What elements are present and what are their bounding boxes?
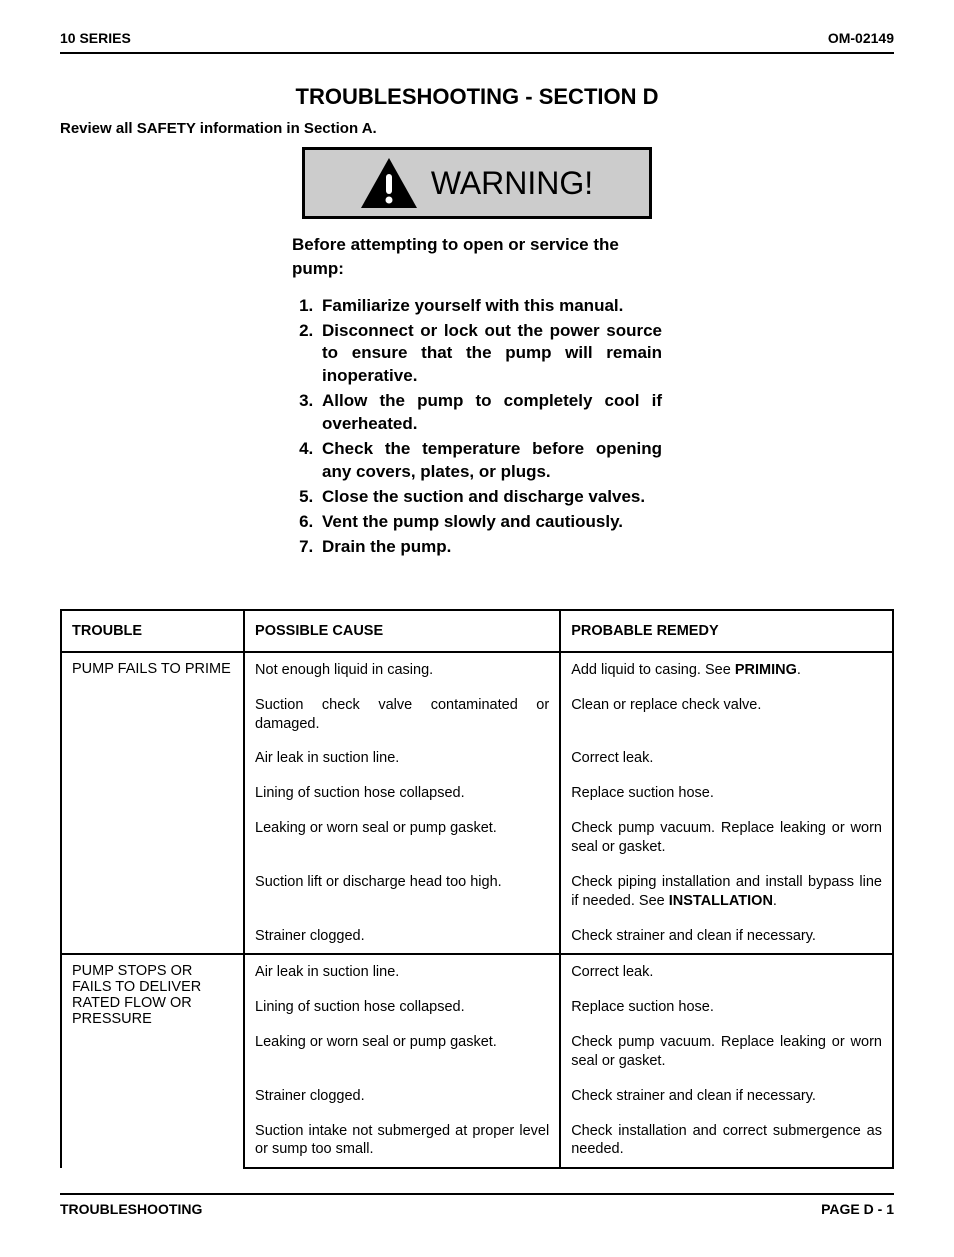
- page: 10 SERIES OM-02149 TROUBLESHOOTING - SEC…: [0, 0, 954, 1257]
- page-header: 10 SERIES OM-02149: [60, 30, 894, 54]
- cause-text: Suction intake not submerged at proper l…: [255, 1122, 549, 1160]
- section-title: TROUBLESHOOTING - SECTION D: [60, 84, 894, 110]
- warning-step: Check the temperature before opening any…: [318, 438, 662, 484]
- cause-text: Lining of suction hose collapsed.: [255, 784, 549, 803]
- remedy-cell: Correct leak.: [560, 741, 893, 776]
- cause-text: Leaking or worn seal or pump gasket.: [255, 819, 549, 838]
- remedy-text: Check installation and correct submergen…: [571, 1122, 882, 1160]
- header-right: OM-02149: [828, 30, 894, 46]
- warning-label: WARNING!: [431, 165, 593, 202]
- remedy-text: Add liquid to casing. See PRIMING.: [571, 661, 882, 680]
- warning-step: Allow the pump to completely cool if ove…: [318, 390, 662, 436]
- remedy-text: Check pump vacuum. Replace leaking or wo…: [571, 1033, 882, 1071]
- troubleshooting-table: TROUBLE POSSIBLE CAUSE PROBABLE REMEDY P…: [60, 609, 894, 1169]
- warning-steps-list: Familiarize yourself with this manual. D…: [292, 295, 662, 559]
- remedy-cell: Clean or replace check valve.: [560, 688, 893, 742]
- warning-block: WARNING! Before attempting to open or se…: [292, 147, 662, 559]
- cause-cell: Not enough liquid in casing.: [244, 652, 560, 688]
- cause-text: Suction check valve contaminated or dama…: [255, 696, 549, 734]
- warning-before-text: Before attempting to open or service the…: [292, 233, 662, 281]
- remedy-cell: Check strainer and clean if necessary.: [560, 919, 893, 955]
- warning-step: Close the suction and discharge valves.: [318, 486, 662, 509]
- remedy-cell: Correct leak.: [560, 954, 893, 990]
- remedy-cell: Check pump vacuum. Replace leaking or wo…: [560, 1025, 893, 1079]
- cause-text: Strainer clogged.: [255, 1087, 549, 1106]
- remedy-text: Correct leak.: [571, 963, 882, 982]
- th-trouble: TROUBLE: [61, 610, 244, 652]
- warning-step: Familiarize yourself with this manual.: [318, 295, 662, 318]
- footer-left: TROUBLESHOOTING: [60, 1201, 202, 1217]
- page-footer: TROUBLESHOOTING PAGE D - 1: [60, 1193, 894, 1217]
- cause-text: Leaking or worn seal or pump gasket.: [255, 1033, 549, 1052]
- remedy-cell: Replace suction hose.: [560, 776, 893, 811]
- remedy-cell: Check pump vacuum. Replace leaking or wo…: [560, 811, 893, 865]
- warning-triangle-icon: [361, 158, 417, 208]
- trouble-cell: PUMP FAILS TO PRIME: [61, 652, 244, 954]
- warning-step: Drain the pump.: [318, 536, 662, 559]
- remedy-text: Correct leak.: [571, 749, 882, 768]
- warning-box: WARNING!: [302, 147, 652, 219]
- cause-text: Lining of suction hose collapsed.: [255, 998, 549, 1017]
- th-cause: POSSIBLE CAUSE: [244, 610, 560, 652]
- table-row: PUMP FAILS TO PRIME Not enough liquid in…: [61, 652, 893, 688]
- cause-text: Suction lift or discharge head too high.: [255, 873, 549, 892]
- cause-cell: Suction check valve contaminated or dama…: [244, 688, 560, 742]
- remedy-cell: Add liquid to casing. See PRIMING.: [560, 652, 893, 688]
- header-left: 10 SERIES: [60, 30, 131, 46]
- cause-cell: Strainer clogged.: [244, 919, 560, 955]
- cause-text: Air leak in suction line.: [255, 749, 549, 768]
- remedy-cell: Check piping installation and install by…: [560, 865, 893, 919]
- cause-text: Strainer clogged.: [255, 927, 549, 946]
- remedy-text: Check strainer and clean if necessary.: [571, 927, 882, 946]
- warning-step: Disconnect or lock out the power source …: [318, 320, 662, 389]
- cause-cell: Lining of suction hose collapsed.: [244, 990, 560, 1025]
- remedy-text: Check piping installation and install by…: [571, 873, 882, 911]
- table-row: PUMP STOPS OR FAILS TO DELIVER RATED FLO…: [61, 954, 893, 990]
- remedy-cell: Check strainer and clean if necessary.: [560, 1079, 893, 1114]
- cause-cell: Suction lift or discharge head too high.: [244, 865, 560, 919]
- cause-cell: Leaking or worn seal or pump gasket.: [244, 1025, 560, 1079]
- warning-step: Vent the pump slowly and cautiously.: [318, 511, 662, 534]
- cause-cell: Suction intake not submerged at proper l…: [244, 1114, 560, 1169]
- remedy-text: Check pump vacuum. Replace leaking or wo…: [571, 819, 882, 857]
- th-remedy: PROBABLE REMEDY: [560, 610, 893, 652]
- trouble-cell: PUMP STOPS OR FAILS TO DELIVER RATED FLO…: [61, 954, 244, 1168]
- remedy-text: Check strainer and clean if necessary.: [571, 1087, 882, 1106]
- cause-text: Not enough liquid in casing.: [255, 661, 549, 680]
- cause-cell: Air leak in suction line.: [244, 954, 560, 990]
- remedy-text: Replace suction hose.: [571, 998, 882, 1017]
- cause-cell: Air leak in suction line.: [244, 741, 560, 776]
- review-line: Review all SAFETY information in Section…: [60, 120, 894, 137]
- remedy-cell: Replace suction hose.: [560, 990, 893, 1025]
- cause-cell: Lining of suction hose collapsed.: [244, 776, 560, 811]
- cause-cell: Strainer clogged.: [244, 1079, 560, 1114]
- remedy-text: Replace suction hose.: [571, 784, 882, 803]
- cause-text: Air leak in suction line.: [255, 963, 549, 982]
- footer-right: PAGE D - 1: [821, 1201, 894, 1217]
- remedy-text: Clean or replace check valve.: [571, 696, 882, 715]
- table-header-row: TROUBLE POSSIBLE CAUSE PROBABLE REMEDY: [61, 610, 893, 652]
- cause-cell: Leaking or worn seal or pump gasket.: [244, 811, 560, 865]
- remedy-cell: Check installation and correct submergen…: [560, 1114, 893, 1169]
